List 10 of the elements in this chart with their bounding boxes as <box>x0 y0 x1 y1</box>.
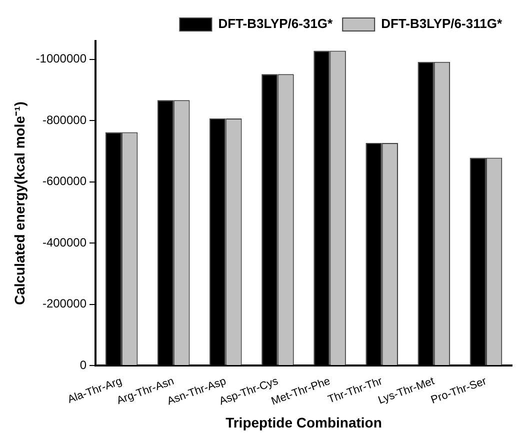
y-tick-label: -800000 <box>42 112 87 127</box>
y-tick-label: -400000 <box>42 235 87 250</box>
y-axis-title: Calculated energy(kcal mole⁻¹) <box>11 102 28 306</box>
y-tick-label: -1000000 <box>36 52 87 66</box>
y-tick-label: -200000 <box>42 296 87 311</box>
legend-label: DFT-B3LYP/6-311G* <box>381 16 503 32</box>
legend-label: DFT-B3LYP/6-31G* <box>218 16 334 32</box>
x-axis-title: Tripeptide Combination <box>226 414 382 430</box>
y-tick-label: 0 <box>80 358 87 372</box>
y-tick-label: -600000 <box>42 174 87 188</box>
